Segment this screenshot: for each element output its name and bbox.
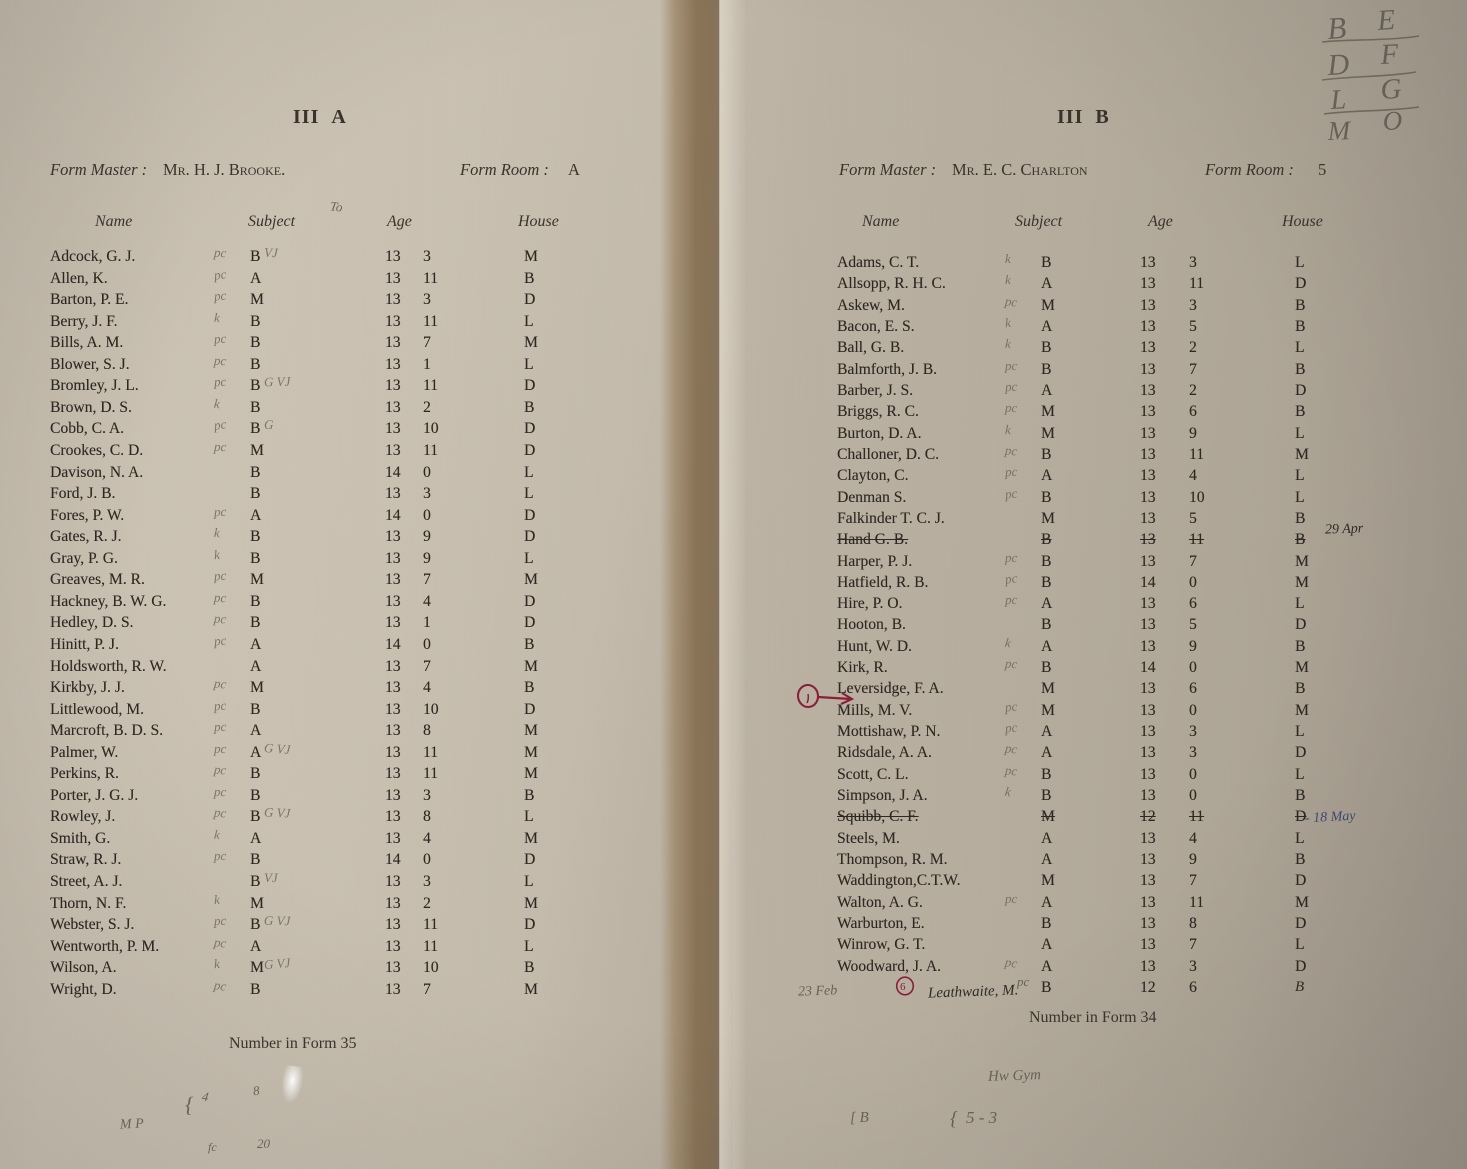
svg-text:G: G <box>1380 73 1403 106</box>
svg-text:F: F <box>1379 38 1400 71</box>
svg-text:M: M <box>1326 115 1352 146</box>
svg-text:6: 6 <box>900 981 906 993</box>
svg-text:D: D <box>1326 48 1351 82</box>
svg-text:L: L <box>1329 84 1347 116</box>
svg-text:E: E <box>1375 4 1396 37</box>
